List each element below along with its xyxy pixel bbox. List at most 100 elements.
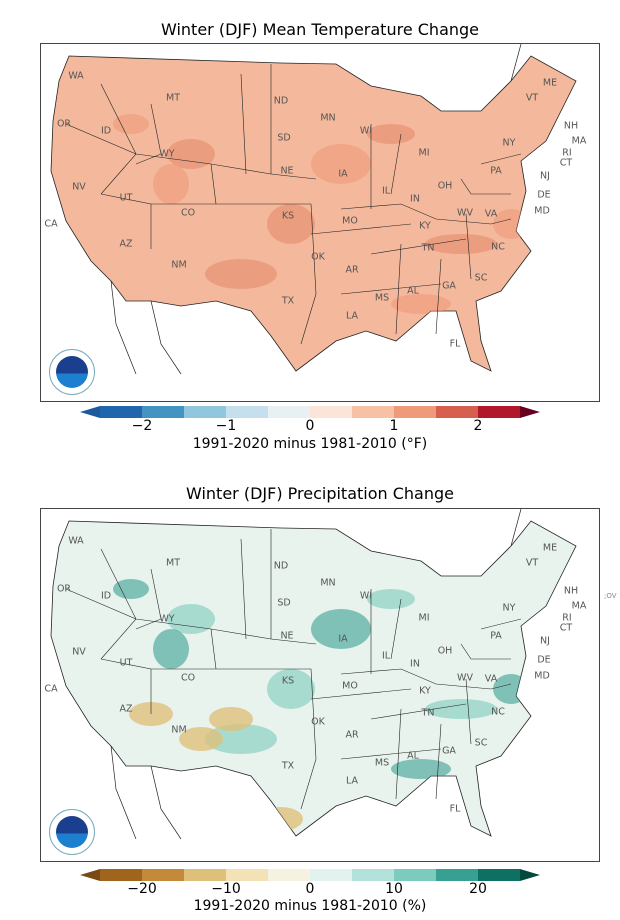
state-label-ct: CT: [559, 622, 573, 634]
state-label-me: ME: [542, 542, 558, 554]
colorbar-over-arrow: [520, 869, 540, 881]
state-label-ks: KS: [281, 210, 295, 222]
state-label-nv: NV: [72, 181, 86, 193]
canada-border: [510, 509, 522, 547]
data-patch: [493, 209, 529, 239]
state-label-tx: TX: [281, 295, 295, 307]
data-patch: [153, 629, 189, 669]
us-outline: [50, 55, 577, 372]
state-label-ok: OK: [311, 716, 325, 728]
state-label-md: MD: [534, 205, 550, 217]
colorbar-tick: −20: [127, 881, 157, 897]
state-label-md: MD: [534, 670, 550, 682]
temperature-colorbar: [80, 403, 540, 418]
state-label-sc: SC: [474, 272, 488, 284]
state-label-nj: NJ: [540, 635, 550, 647]
colorbar-under-arrow: [80, 406, 100, 418]
colorbar-bin: [100, 869, 142, 881]
state-label-ms: MS: [374, 757, 390, 769]
state-label-al: AL: [407, 285, 419, 297]
colorbar-bin: [436, 869, 478, 881]
colorbar-bin: [226, 406, 268, 418]
colorbar-bin: [310, 869, 352, 881]
colorbar-tick: 20: [469, 881, 487, 897]
state-label-ia: IA: [338, 633, 348, 645]
data-patch: [205, 724, 277, 754]
state-label-ny: NY: [502, 602, 516, 614]
state-label-nj: NJ: [540, 170, 550, 182]
precipitation-colorbar: [80, 866, 540, 881]
dry-patch: [179, 727, 223, 751]
state-label-va: VA: [484, 673, 498, 685]
state-label-mo: MO: [342, 215, 358, 227]
state-label-tn: TN: [421, 707, 435, 719]
colorbar-bin: [394, 869, 436, 881]
colorbar-tick: 0: [305, 418, 315, 434]
dry-patch: [209, 707, 253, 731]
state-label-vt: VT: [525, 557, 539, 569]
colorbar-under-arrow: [80, 869, 100, 881]
state-label-tx: TX: [281, 760, 295, 772]
state-borders: [65, 529, 522, 810]
state-label-mt: MT: [166, 92, 180, 104]
colorbar-over-arrow: [520, 406, 540, 418]
noaa-logo: [49, 809, 95, 855]
state-label-pa: PA: [490, 630, 502, 642]
state-label-nh: NH: [563, 585, 579, 597]
state-label-la: LA: [345, 310, 359, 322]
precipitation-colorbar-label: 1991-2020 minus 1981-2010 (%): [193, 898, 427, 914]
colorbar-svg: [80, 406, 540, 418]
state-label-nc: NC: [491, 241, 505, 253]
state-label-co: CO: [180, 672, 196, 684]
state-label-ga: GA: [442, 745, 456, 757]
colorbar-tick: −1: [215, 418, 237, 434]
state-label-nd: ND: [273, 560, 289, 572]
colorbar-bin: [310, 406, 352, 418]
state-label-ct: CT: [559, 157, 573, 169]
state-label-ne: NE: [280, 165, 294, 177]
state-label-ut: UT: [119, 657, 133, 669]
colorbar-bin: [436, 406, 478, 418]
state-label-fl: FL: [449, 803, 461, 815]
state-label-nh: NH: [563, 120, 579, 132]
state-label-nd: ND: [273, 95, 289, 107]
state-label-me: ME: [542, 77, 558, 89]
data-patch: [153, 164, 189, 204]
state-label-pa: PA: [490, 165, 502, 177]
precipitation-map-title: Winter (DJF) Precipitation Change: [186, 484, 454, 503]
state-label-de: DE: [537, 654, 551, 666]
state-label-sc: SC: [474, 737, 488, 749]
data-patch: [113, 579, 149, 599]
state-label-ca: CA: [44, 218, 58, 230]
state-label-de: DE: [537, 189, 551, 201]
data-patch: [267, 204, 315, 244]
data-patch: [391, 294, 451, 314]
state-label-mi: MI: [418, 612, 430, 624]
state-label-nm: NM: [171, 724, 187, 736]
state-label-sd: SD: [277, 132, 291, 144]
state-label-ms: MS: [374, 292, 390, 304]
data-patch: [425, 234, 497, 254]
state-label-va: VA: [484, 208, 498, 220]
state-label-mn: MN: [320, 112, 336, 124]
state-label-nv: NV: [72, 646, 86, 658]
state-label-la: LA: [345, 775, 359, 787]
state-label-ar: AR: [345, 264, 359, 276]
state-label-mo: MO: [342, 680, 358, 692]
state-label-ca: CA: [44, 683, 58, 695]
data-patch: [167, 604, 215, 634]
dry-patch: [259, 807, 303, 831]
state-label-wa: WA: [68, 535, 84, 547]
colorbar-bin: [478, 869, 520, 881]
state-label-ga: GA: [442, 280, 456, 292]
data-patch: [311, 609, 371, 649]
state-label-wy: WY: [159, 613, 175, 625]
colorbar-svg: [80, 869, 540, 881]
state-label-sd: SD: [277, 597, 291, 609]
colorbar-bin: [226, 869, 268, 881]
data-patch: [167, 139, 215, 169]
state-borders: [65, 64, 522, 345]
colorbar-tick: 10: [385, 881, 403, 897]
state-label-az: AZ: [119, 703, 133, 715]
